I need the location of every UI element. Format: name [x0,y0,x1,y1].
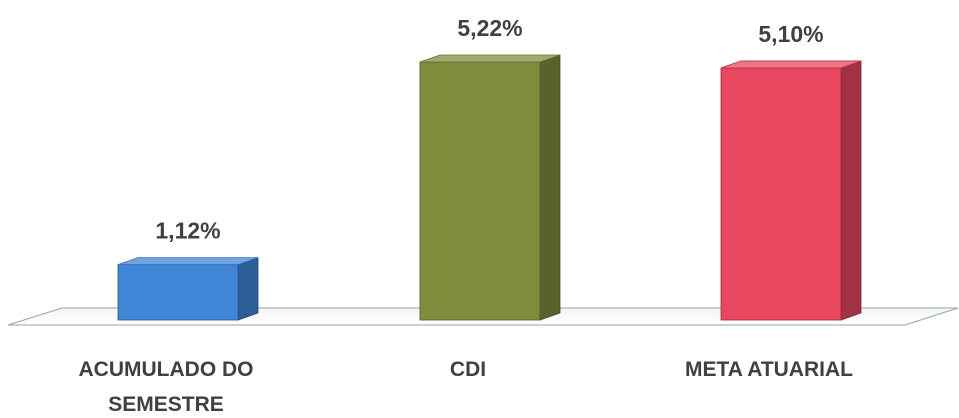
data-label: 5,22% [457,15,522,41]
bar-front-face [117,264,239,321]
bars-layer [117,54,862,321]
category-label: META ATUARIAL [685,358,853,381]
bar-top-face [720,60,862,69]
data-label: 1,12% [155,218,220,244]
bar-side-face [539,54,561,321]
bar-3 [720,60,862,321]
labels-layer: 1,12% ACUMULADO DO SEMESTRE 5,22% CDI 5,10% ME… [79,15,854,416]
data-label: 5,10% [758,21,823,47]
category-label: ACUMULADO DO [79,358,254,381]
category-label: CDI [450,358,486,381]
bar-top-face [419,54,561,63]
category-label: SEMESTRE [108,393,224,413]
bar-front-face [720,67,842,321]
bar-2 [419,54,561,321]
bar-1 [117,257,259,321]
bar-front-face [419,61,541,321]
bar-side-face [840,60,862,321]
bar-top-face [117,257,259,266]
bar-side-face [237,257,259,321]
